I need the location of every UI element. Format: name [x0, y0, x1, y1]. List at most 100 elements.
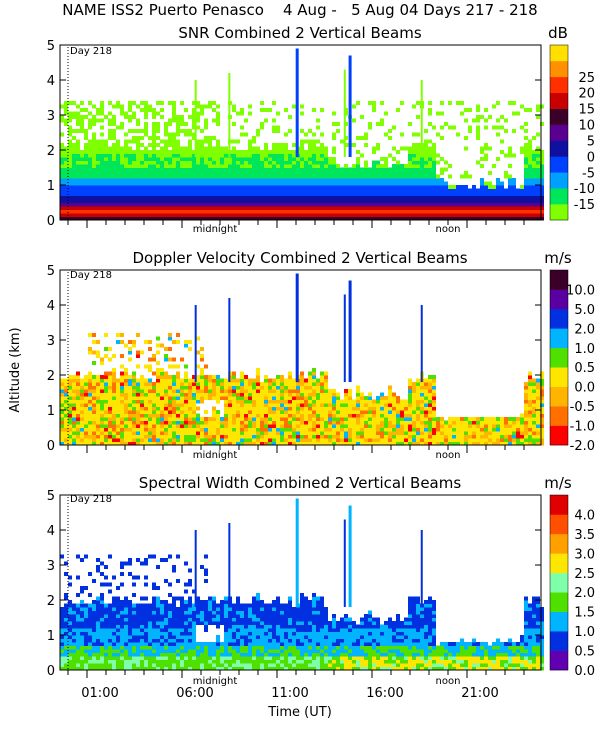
heatmap-cell — [524, 195, 528, 200]
heatmap-cell — [212, 375, 216, 379]
heatmap-cell — [272, 438, 276, 442]
heatmap-cell — [500, 417, 504, 421]
heatmap-cell — [428, 171, 432, 175]
heatmap-cell — [92, 150, 96, 154]
heatmap-cell — [292, 160, 296, 165]
heatmap-cell — [172, 174, 176, 179]
heatmap-cell — [340, 406, 344, 411]
heatmap-cell — [388, 403, 392, 407]
heatmap-cell — [116, 153, 120, 158]
heatmap-cell — [484, 438, 488, 442]
heatmap-cell — [136, 153, 140, 158]
heatmap-cell — [204, 185, 208, 189]
heatmap-cell — [412, 385, 416, 390]
heatmap-cell — [184, 417, 188, 421]
heatmap-cell — [164, 209, 168, 214]
heatmap-cell — [252, 202, 256, 207]
heatmap-cell — [244, 178, 248, 182]
heatmap-cell — [88, 160, 92, 165]
heatmap-cell — [428, 213, 432, 217]
heatmap-cell — [116, 378, 120, 383]
heatmap-cell — [436, 441, 440, 446]
heatmap-cell — [172, 431, 176, 435]
heatmap-cell — [392, 413, 396, 418]
heatmap-cell — [376, 195, 380, 200]
heatmap-cell — [188, 199, 192, 203]
heatmap-cell — [180, 431, 184, 435]
heatmap-cell — [80, 434, 84, 439]
heatmap-cell — [360, 136, 364, 140]
heatmap-cell — [172, 153, 176, 158]
heatmap-cell — [128, 403, 132, 407]
heatmap-cell — [248, 392, 252, 397]
heatmap-cell — [404, 420, 408, 425]
heatmap-cell — [128, 178, 132, 182]
heatmap-cell — [500, 209, 504, 214]
heatmap-cell — [216, 171, 220, 175]
heatmap-cell — [320, 375, 324, 379]
heatmap-cell — [92, 167, 96, 172]
plot-frame — [59, 44, 542, 221]
heatmap-cell — [152, 157, 156, 161]
heatmap-cell — [324, 424, 328, 428]
heatmap-cell — [328, 178, 332, 182]
heatmap-cell — [316, 185, 320, 189]
heatmap-cell — [480, 115, 484, 119]
heatmap-cell — [492, 188, 496, 193]
heatmap-cell — [520, 188, 524, 193]
heatmap-cell — [112, 417, 116, 421]
heatmap-cell — [336, 438, 340, 442]
heatmap-cell — [412, 202, 416, 207]
heatmap-cell — [200, 188, 204, 193]
heatmap-cell — [224, 399, 228, 404]
heatmap-cell — [328, 399, 332, 404]
heatmap-cell — [364, 185, 368, 189]
heatmap-cell — [60, 392, 64, 397]
heatmap-cell — [164, 417, 168, 421]
heatmap-cell — [160, 403, 164, 407]
heatmap-cell — [260, 101, 264, 105]
heatmap-cell — [184, 364, 188, 369]
heatmap-cell — [280, 396, 284, 400]
heatmap-cell — [172, 132, 176, 137]
heatmap-cell — [348, 206, 352, 210]
heatmap-cell — [176, 333, 180, 337]
heatmap-cell — [484, 153, 488, 158]
heatmap-cell — [432, 410, 436, 414]
heatmap-cell — [372, 438, 376, 442]
heatmap-cell — [532, 185, 536, 189]
heatmap-cell — [140, 413, 144, 418]
heatmap-cell — [136, 195, 140, 200]
heatmap-cell — [176, 431, 180, 435]
heatmap-cell — [368, 185, 372, 189]
heatmap-cell — [384, 434, 388, 439]
heatmap-cell — [492, 209, 496, 214]
heatmap-cell — [412, 199, 416, 203]
heatmap-cell — [408, 174, 412, 179]
heatmap-cell — [408, 192, 412, 196]
heatmap-cell — [288, 427, 292, 432]
heatmap-cell — [120, 406, 124, 411]
heatmap-cell — [60, 157, 64, 161]
heatmap-cell — [432, 157, 436, 161]
heatmap-cell — [120, 413, 124, 418]
heatmap-cell — [148, 427, 152, 432]
heatmap-cell — [204, 104, 208, 109]
heatmap-cell — [92, 417, 96, 421]
heatmap-cell — [92, 333, 96, 337]
heatmap-cell — [220, 150, 224, 154]
heatmap-cell — [220, 199, 224, 203]
heatmap-cell — [248, 185, 252, 189]
heatmap-cell — [76, 427, 80, 432]
heatmap-cell — [348, 167, 352, 172]
heatmap-cell — [192, 108, 196, 112]
heatmap-cell — [404, 438, 408, 442]
heatmap-cell — [116, 199, 120, 203]
heatmap-cell — [336, 195, 340, 200]
heatmap-cell — [232, 410, 236, 414]
heatmap-cell — [168, 427, 172, 432]
heatmap-cell — [440, 192, 444, 196]
heatmap-cell — [328, 216, 332, 221]
heatmap-cell — [304, 160, 308, 165]
heatmap-cell — [332, 441, 336, 446]
